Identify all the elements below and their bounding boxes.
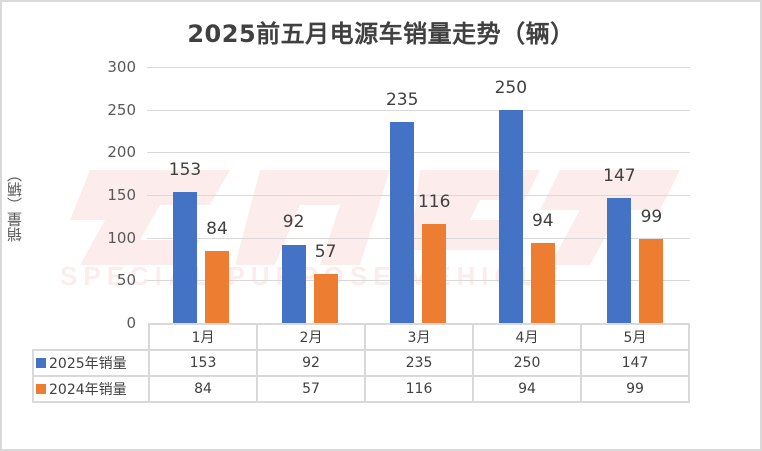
table-cell: 57: [256, 375, 366, 403]
y-tick-label: 0: [126, 314, 136, 332]
y-tick-label: 200: [107, 143, 136, 162]
gridline: [147, 280, 690, 282]
bar-2025-1: [173, 192, 197, 323]
bar-2024-2: [313, 274, 338, 323]
data-label: 57: [314, 242, 337, 263]
data-label: 250: [494, 77, 528, 98]
data-table: 1月 2月 3月 4月 5月 2025年销量 153 92 235 250 147 2024年销量 84…: [32, 323, 690, 403]
data-label: 84: [206, 219, 228, 240]
y-tick-label: 100: [107, 228, 136, 247]
legend-swatch-icon: [36, 358, 46, 368]
gridline: [147, 152, 690, 154]
y-tick-label: 50: [116, 271, 136, 290]
data-label: 92: [282, 212, 305, 233]
data-label: 235: [385, 90, 419, 111]
gridline: [147, 195, 690, 196]
table-cell: 84: [148, 375, 258, 403]
table-corner: [33, 324, 150, 351]
bar-2024-3: [422, 224, 447, 323]
bar-2024-4: [530, 242, 555, 323]
y-tick-label: 150: [107, 186, 136, 204]
gridline: [147, 67, 690, 68]
table-cell: 147: [580, 349, 690, 377]
data-label: 116: [417, 192, 451, 212]
bar-2025-5: [607, 197, 632, 323]
gridline: [147, 237, 690, 239]
table-cell: 116: [364, 375, 474, 403]
bar-2025-4: [498, 109, 523, 323]
table-cell: 92: [256, 349, 366, 377]
data-label: 153: [168, 160, 202, 181]
legend-swatch-icon: [36, 384, 46, 394]
bar-2025-3: [390, 122, 415, 323]
table-cell: 250: [472, 349, 582, 377]
plot-area: 153 92 235 250 147 84 57 116 94 99: [147, 67, 690, 323]
y-axis-label: 销量（辆）: [6, 167, 24, 243]
bar-2024-5: [639, 238, 664, 323]
table-cell: 99: [580, 375, 690, 403]
data-label: 94: [531, 210, 554, 231]
legend-entry: 2024年销量: [32, 375, 150, 403]
y-tick-label: 300: [107, 58, 136, 76]
chart-title: 2025前五月电源车销量走势（辆）: [187, 20, 575, 48]
table-cell: 153: [148, 349, 258, 377]
data-label: 147: [603, 165, 636, 186]
bar-2024-1: [205, 251, 229, 323]
x-category-label: 3月: [364, 323, 474, 351]
x-category-label: 5月: [580, 323, 690, 351]
table-row: 2024年销量 84 57 116 94 99: [32, 375, 690, 403]
x-category-label: 2月: [256, 323, 366, 351]
legend-entry: 2025年销量: [32, 349, 150, 377]
legend-label: 2025年销量: [49, 356, 127, 372]
bar-2025-2: [281, 244, 306, 323]
y-tick-label: 250: [107, 100, 136, 119]
table-cell: 235: [364, 349, 474, 377]
table-cell: 94: [472, 375, 582, 403]
table-row: 2025年销量 153 92 235 250 147: [32, 349, 690, 377]
legend-label: 2024年销量: [49, 382, 127, 398]
x-category-label: 1月: [148, 323, 258, 351]
x-category-label: 4月: [472, 323, 582, 351]
gridline: [147, 109, 690, 111]
data-label: 99: [640, 206, 663, 227]
